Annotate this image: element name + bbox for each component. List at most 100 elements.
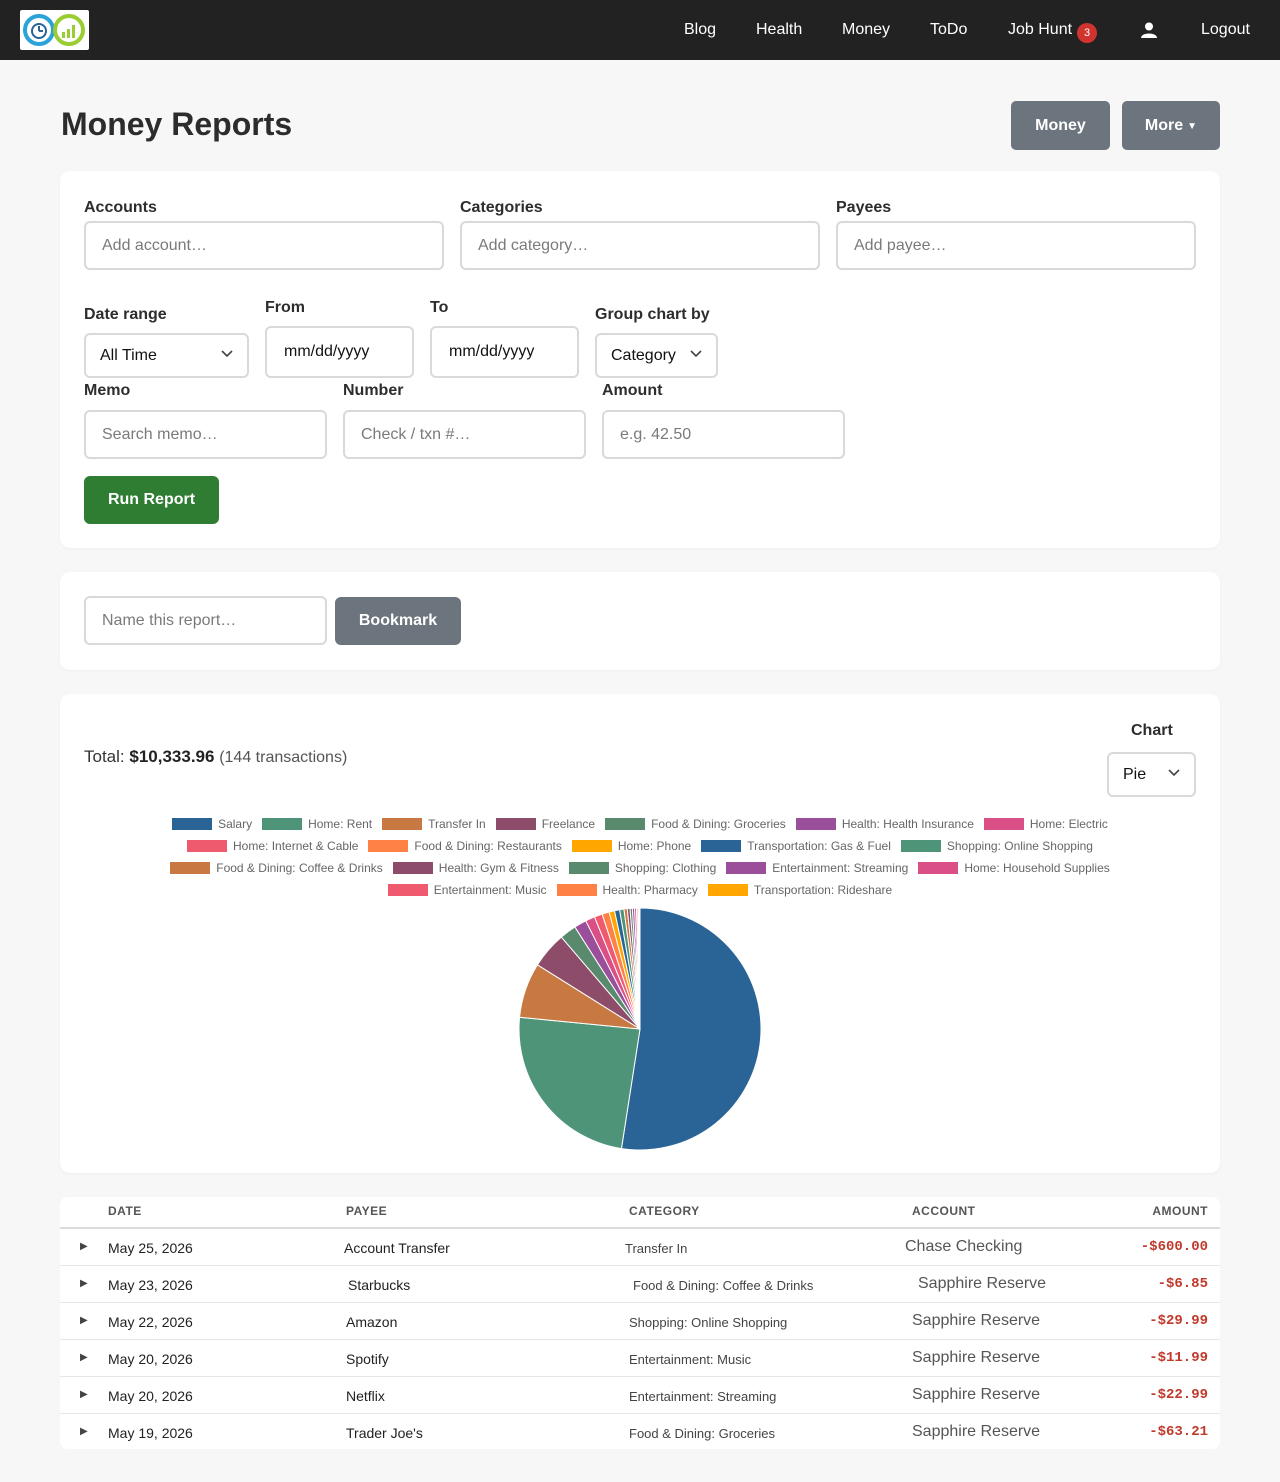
- legend-item[interactable]: Health: Gym & Fitness: [392, 861, 559, 875]
- legend-swatch: [556, 884, 597, 896]
- group-chart-value: Category: [611, 347, 676, 364]
- legend-label: Health: Gym & Fitness: [438, 861, 559, 875]
- cell-date: May 20, 2026: [108, 1388, 193, 1404]
- total-label: Total:: [84, 747, 125, 766]
- money-button[interactable]: Money: [1011, 101, 1110, 150]
- legend-item[interactable]: Freelance: [495, 817, 595, 831]
- payees-input[interactable]: [836, 221, 1196, 270]
- chart-type-select[interactable]: Pie: [1107, 752, 1196, 797]
- legend-item[interactable]: Health: Health Insurance: [795, 817, 974, 831]
- cell-payee: Trader Joe's: [346, 1425, 423, 1441]
- accounts-input[interactable]: [84, 221, 444, 270]
- expand-arrow-icon[interactable]: ▶: [80, 1278, 88, 1289]
- legend-label: Home: Electric: [1029, 817, 1108, 831]
- nav-link-logout[interactable]: Logout: [1201, 21, 1250, 38]
- categories-input[interactable]: [460, 221, 820, 270]
- chart-card: Total: $10,333.96 (144 transactions) Cha…: [60, 694, 1220, 1173]
- legend-item[interactable]: Entertainment: Streaming: [726, 861, 908, 875]
- number-input[interactable]: [343, 410, 586, 459]
- total-summary: Total: $10,333.96 (144 transactions): [84, 747, 347, 767]
- nav-link-job-hunt-label: Job Hunt: [1008, 21, 1073, 38]
- from-label: From: [265, 299, 305, 316]
- legend-item[interactable]: Shopping: Online Shopping: [900, 839, 1093, 853]
- nav-link-money[interactable]: Money: [842, 21, 891, 38]
- more-button[interactable]: More ▼: [1122, 101, 1220, 150]
- group-chart-select[interactable]: Category: [595, 333, 718, 378]
- transactions-table: DATE PAYEE CATEGORY ACCOUNT AMOUNT ▶ May …: [60, 1197, 1220, 1449]
- expand-arrow-icon[interactable]: ▶: [80, 1389, 88, 1400]
- legend-label: Transfer In: [428, 817, 486, 831]
- legend-item[interactable]: Transportation: Gas & Fuel: [701, 839, 891, 853]
- table-row[interactable]: ▶ May 22, 2026 Amazon Shopping: Online Shop…: [60, 1303, 1220, 1340]
- legend-label: Entertainment: Streaming: [772, 861, 909, 875]
- user-icon[interactable]: [1141, 22, 1157, 38]
- table-row[interactable]: ▶ May 25, 2026 Account Transfer Transfer In…: [60, 1229, 1220, 1266]
- legend-item[interactable]: Transfer In: [382, 817, 486, 831]
- legend-item[interactable]: Food & Dining: Restaurants: [368, 839, 562, 853]
- nav-link-blog[interactable]: Blog: [684, 21, 717, 38]
- column-header-amount[interactable]: AMOUNT: [1152, 1204, 1208, 1218]
- app-logo[interactable]: [20, 10, 89, 50]
- table-row[interactable]: ▶ May 19, 2026 Trader Joe's Food & Dining: …: [60, 1414, 1220, 1449]
- cell-payee: Amazon: [346, 1314, 398, 1330]
- to-date-input[interactable]: mm/dd/yyyy: [430, 326, 579, 378]
- table-row[interactable]: ▶ May 20, 2026 Spotify Entertainment: Music…: [60, 1340, 1220, 1377]
- from-date-input[interactable]: mm/dd/yyyy: [265, 326, 414, 378]
- legend-item[interactable]: Transportation: Rideshare: [707, 883, 892, 897]
- categories-label: Categories: [460, 199, 543, 216]
- legend-label: Food & Dining: Coffee & Drinks: [216, 861, 383, 875]
- column-header-date[interactable]: DATE: [108, 1204, 142, 1218]
- expand-arrow-icon[interactable]: ▶: [80, 1352, 88, 1363]
- legend-item[interactable]: Shopping: Clothing: [568, 861, 716, 875]
- more-button-label: More: [1144, 117, 1184, 134]
- nav-link-todo[interactable]: ToDo: [930, 21, 968, 38]
- caret-down-icon: ▼: [1187, 121, 1198, 132]
- pie-slice[interactable]: [518, 1016, 641, 1150]
- cell-amount: -$63.21: [1149, 1424, 1208, 1440]
- legend-item[interactable]: Home: Household Supplies: [918, 861, 1110, 875]
- table-row[interactable]: ▶ May 20, 2026 Netflix Entertainment: Strea…: [60, 1377, 1220, 1414]
- nav-link-health[interactable]: Health: [756, 21, 803, 38]
- expand-arrow-icon[interactable]: ▶: [80, 1426, 88, 1437]
- legend-item[interactable]: Home: Phone: [571, 839, 691, 853]
- legend-label: Food & Dining: Groceries: [651, 817, 786, 831]
- pie-slice[interactable]: [620, 907, 762, 1151]
- legend-item[interactable]: Food & Dining: Coffee & Drinks: [170, 861, 383, 875]
- group-chart-label: Group chart by: [595, 306, 710, 323]
- legend-swatch: [170, 862, 211, 874]
- memo-label: Memo: [84, 382, 131, 399]
- legend-item[interactable]: Home: Electric: [983, 817, 1108, 831]
- cell-amount: -$29.99: [1149, 1313, 1208, 1329]
- bookmark-button[interactable]: Bookmark: [335, 597, 461, 645]
- legend-item[interactable]: Entertainment: Music: [387, 883, 547, 897]
- table-row[interactable]: ▶ May 23, 2026 Starbucks Food & Dining: Cof…: [60, 1266, 1220, 1303]
- column-header-payee[interactable]: PAYEE: [346, 1204, 388, 1218]
- legend-item[interactable]: Home: Rent: [262, 817, 372, 831]
- expand-arrow-icon[interactable]: ▶: [80, 1315, 88, 1326]
- legend-item[interactable]: Food & Dining: Groceries: [605, 817, 786, 831]
- legend-item[interactable]: Salary: [172, 817, 252, 831]
- legend-row: Food & Dining: Coffee & Drinks Health: Gy…: [60, 861, 1220, 875]
- legend-swatch: [187, 840, 228, 852]
- amount-input[interactable]: [602, 410, 845, 459]
- memo-input[interactable]: [84, 410, 327, 459]
- cell-amount: -$6.85: [1157, 1276, 1208, 1292]
- cell-category: Entertainment: Streaming: [629, 1389, 777, 1404]
- column-header-category[interactable]: CATEGORY: [629, 1204, 700, 1218]
- payees-label: Payees: [836, 199, 892, 216]
- column-header-account[interactable]: ACCOUNT: [912, 1204, 976, 1218]
- legend-label: Transportation: Gas & Fuel: [747, 839, 891, 853]
- accounts-label: Accounts: [84, 199, 157, 216]
- cell-date: May 25, 2026: [108, 1240, 193, 1256]
- run-report-button[interactable]: Run Report: [84, 476, 219, 524]
- expand-arrow-icon[interactable]: ▶: [80, 1241, 88, 1252]
- legend-swatch: [707, 884, 748, 896]
- bookmark-card: Bookmark: [60, 572, 1220, 670]
- report-name-input[interactable]: [84, 596, 327, 645]
- pie-slice[interactable]: [638, 907, 641, 1030]
- cell-category: Entertainment: Music: [629, 1352, 752, 1367]
- nav-link-job-hunt[interactable]: Job Hunt 3: [1008, 20, 1098, 43]
- date-range-select[interactable]: All Time: [84, 333, 249, 378]
- legend-item[interactable]: Health: Pharmacy: [556, 883, 698, 897]
- legend-item[interactable]: Home: Internet & Cable: [187, 839, 358, 853]
